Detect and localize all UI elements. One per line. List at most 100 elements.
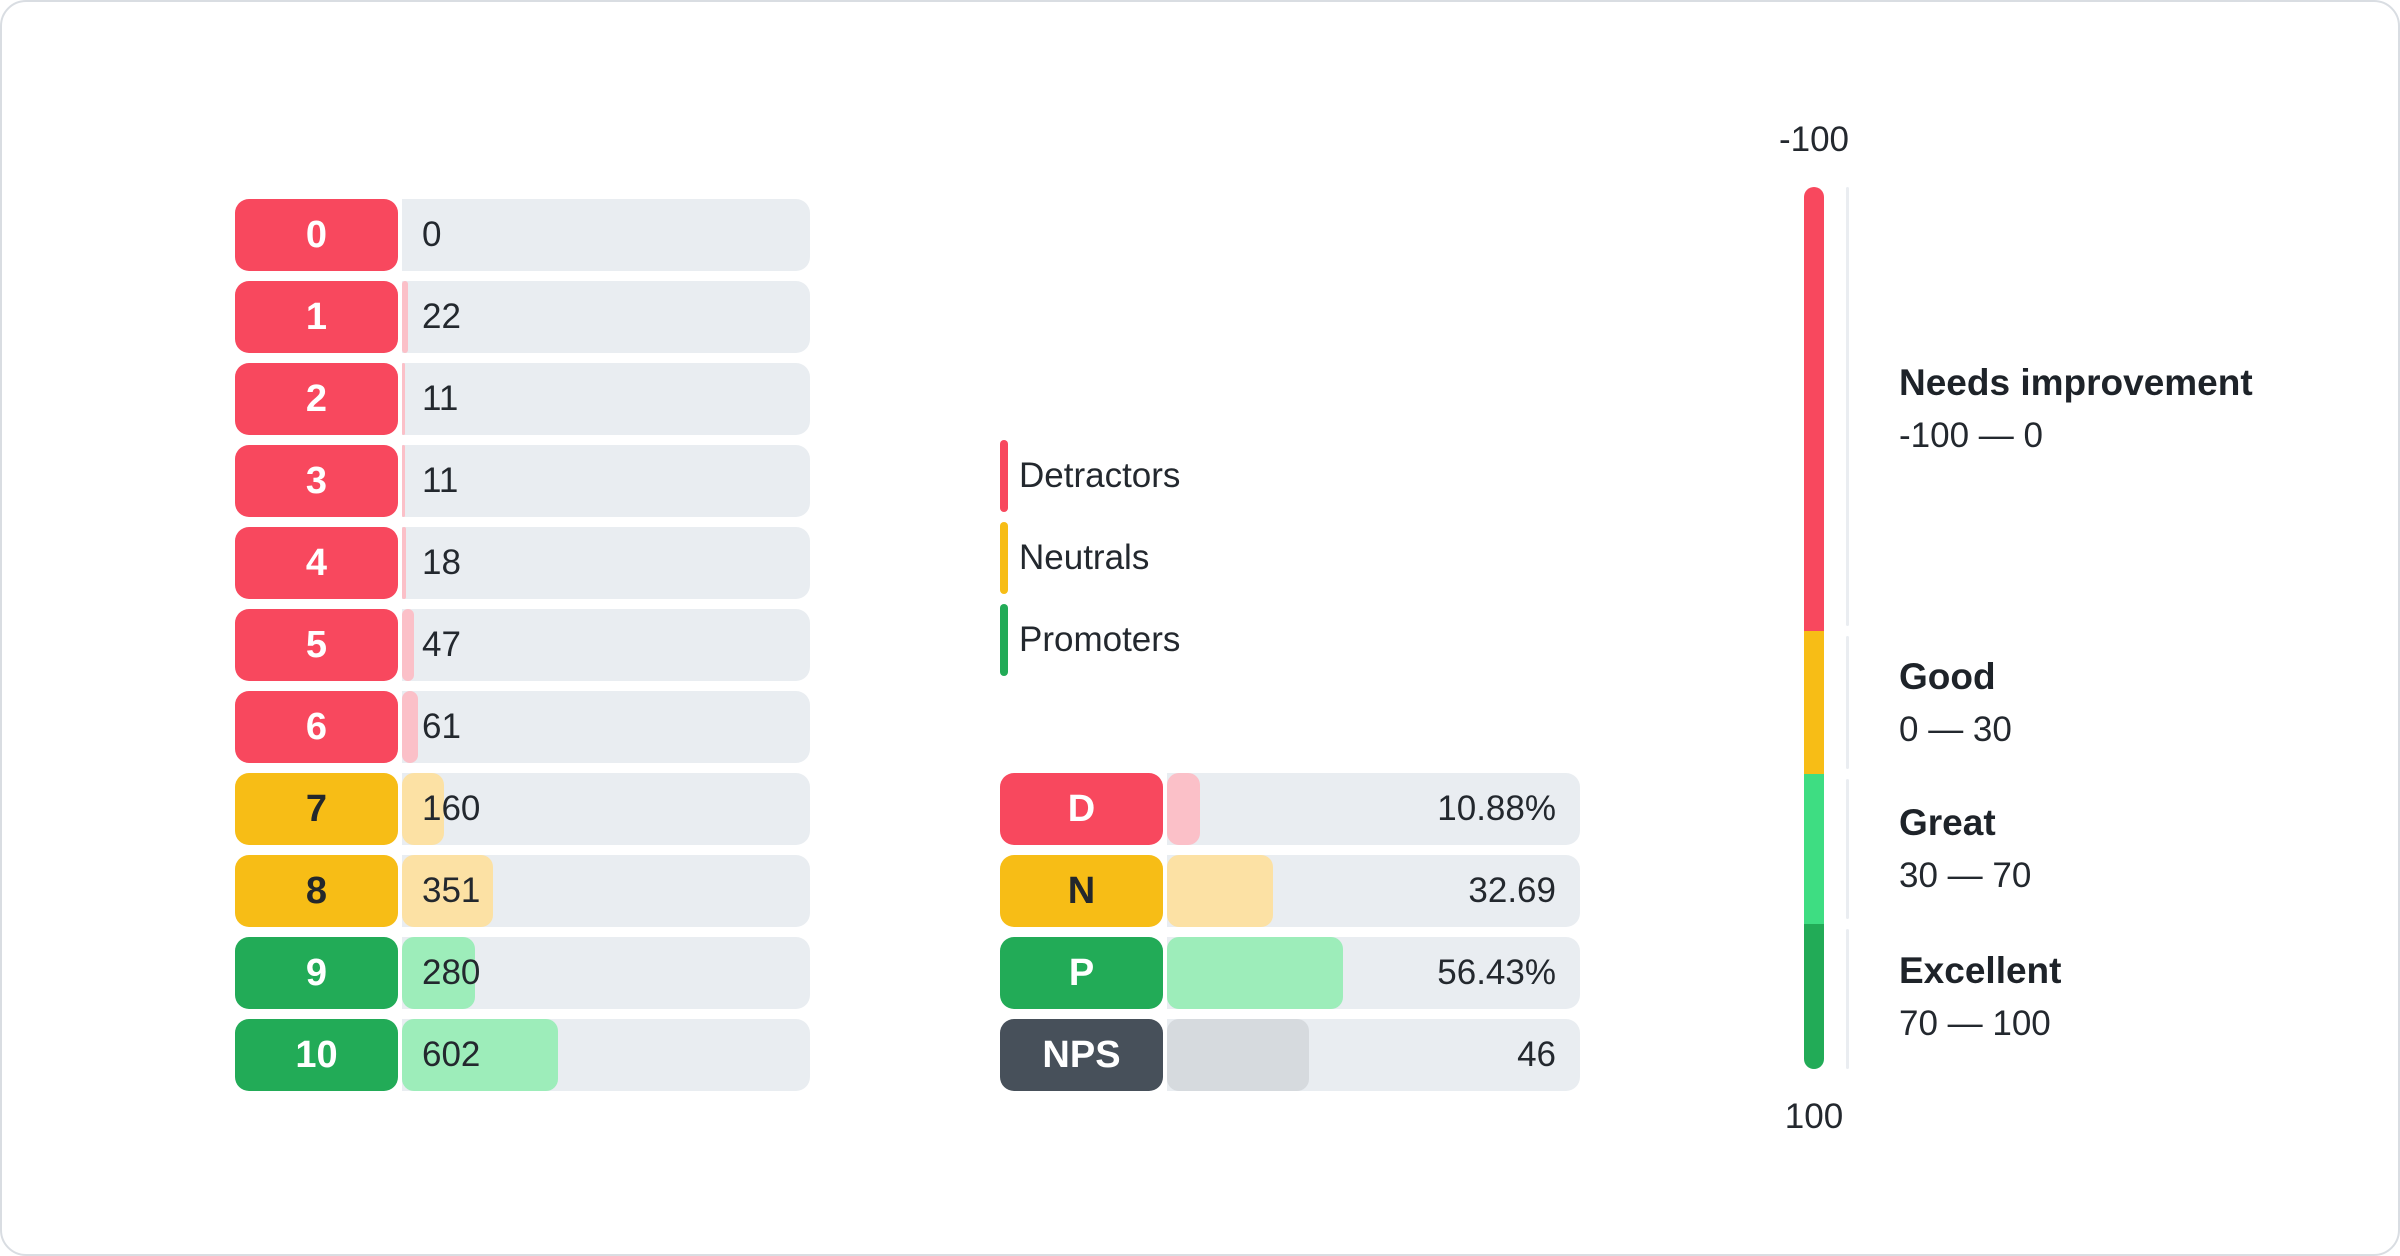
gauge-band-range: 70 — 100 (1899, 1004, 2061, 1044)
group-legend: Detractors Neutrals Promoters (1000, 440, 1180, 686)
legend-item: Promoters (1000, 604, 1180, 676)
score-track: 0 (402, 199, 810, 271)
summary-row: NPS 46 (1000, 1019, 1580, 1091)
score-track: 18 (402, 527, 810, 599)
score-row: 2 11 (235, 363, 810, 435)
score-fill-bar (402, 281, 408, 353)
score-count: 61 (422, 707, 461, 747)
gauge-bar (1804, 187, 1824, 1069)
score-fill-bar (402, 363, 405, 435)
score-row: 3 11 (235, 445, 810, 517)
gauge-rail-segment (1846, 187, 1849, 626)
gauge-band-title: Great (1899, 802, 2031, 844)
nps-report-card: 0 0 1 22 2 11 3 11 4 18 5 47 (0, 0, 2400, 1256)
legend-color-tick (1000, 522, 1008, 594)
score-count: 11 (422, 379, 458, 419)
summary-track: 10.88% (1167, 773, 1580, 845)
legend-label: Promoters (1019, 620, 1180, 660)
score-count: 18 (422, 543, 461, 583)
summary-value: 10.88% (1437, 789, 1556, 829)
legend-label: Detractors (1019, 456, 1180, 496)
gauge-segment (1804, 631, 1824, 775)
score-track: 22 (402, 281, 810, 353)
gauge-segment (1804, 774, 1824, 924)
score-track: 11 (402, 363, 810, 435)
summary-fill-bar (1167, 855, 1273, 927)
gauge-band-group: Good 0 — 30 (1899, 656, 2012, 750)
legend-label: Neutrals (1019, 538, 1149, 578)
gauge-band-title: Good (1899, 656, 2012, 698)
score-count: 11 (422, 461, 458, 501)
score-count: 22 (422, 297, 461, 337)
summary-badge: NPS (1000, 1019, 1163, 1091)
score-row: 0 0 (235, 199, 810, 271)
gauge-band-group: Great 30 — 70 (1899, 802, 2031, 896)
legend-item: Detractors (1000, 440, 1180, 512)
score-count: 602 (422, 1035, 480, 1075)
gauge-band-title: Excellent (1899, 950, 2061, 992)
score-row: 10 602 (235, 1019, 810, 1091)
score-track: 61 (402, 691, 810, 763)
summary-row: P 56.43% (1000, 937, 1580, 1009)
score-row: 9 280 (235, 937, 810, 1009)
summary-fill-bar (1167, 773, 1200, 845)
score-badge: 7 (235, 773, 398, 845)
score-count: 47 (422, 625, 461, 665)
score-row: 1 22 (235, 281, 810, 353)
score-track: 47 (402, 609, 810, 681)
gauge-segment (1804, 187, 1824, 631)
score-track: 351 (402, 855, 810, 927)
score-fill-bar (402, 691, 418, 763)
summary-track: 56.43% (1167, 937, 1580, 1009)
score-row: 7 160 (235, 773, 810, 845)
gauge-rail-segment (1846, 929, 1849, 1069)
gauge-rail-segment (1846, 636, 1849, 770)
score-fill-bar (402, 445, 405, 517)
score-badge: 1 (235, 281, 398, 353)
score-track: 160 (402, 773, 810, 845)
summary-value: 46 (1517, 1035, 1556, 1075)
score-count: 160 (422, 789, 480, 829)
score-count: 351 (422, 871, 480, 911)
score-badge: 0 (235, 199, 398, 271)
score-track: 602 (402, 1019, 810, 1091)
summary-fill-bar (1167, 937, 1343, 1009)
gauge-segment (1804, 924, 1824, 1069)
summary-fill-bar (1167, 1019, 1309, 1091)
score-badge: 5 (235, 609, 398, 681)
summary-value: 56.43% (1437, 953, 1556, 993)
score-badge: 10 (235, 1019, 398, 1091)
score-badge: 2 (235, 363, 398, 435)
legend-color-tick (1000, 440, 1008, 512)
gauge-band-range: 30 — 70 (1899, 856, 2031, 896)
score-distribution-chart: 0 0 1 22 2 11 3 11 4 18 5 47 (235, 199, 810, 1101)
score-badge: 3 (235, 445, 398, 517)
score-count: 280 (422, 953, 480, 993)
gauge-band-range: 0 — 30 (1899, 710, 2012, 750)
summary-row: D 10.88% (1000, 773, 1580, 845)
summary-row: N 32.69 (1000, 855, 1580, 927)
nps-summary-chart: D 10.88% N 32.69 P 56.43% NPS 46 (1000, 773, 1580, 1101)
gauge-max-label: 100 (1754, 1097, 1874, 1137)
legend-item: Neutrals (1000, 522, 1180, 594)
score-badge: 9 (235, 937, 398, 1009)
score-fill-bar (402, 527, 406, 599)
score-row: 5 47 (235, 609, 810, 681)
gauge-band-group: Needs improvement -100 — 0 (1899, 362, 2253, 456)
score-row: 4 18 (235, 527, 810, 599)
gauge-min-label: -100 (1754, 120, 1874, 160)
score-row: 8 351 (235, 855, 810, 927)
summary-value: 32.69 (1468, 871, 1556, 911)
summary-badge: D (1000, 773, 1163, 845)
gauge-band-group: Excellent 70 — 100 (1899, 950, 2061, 1044)
score-count: 0 (422, 215, 441, 255)
summary-track: 46 (1167, 1019, 1580, 1091)
gauge-band-title: Needs improvement (1899, 362, 2253, 404)
score-badge: 6 (235, 691, 398, 763)
score-badge: 4 (235, 527, 398, 599)
score-track: 280 (402, 937, 810, 1009)
score-row: 6 61 (235, 691, 810, 763)
legend-color-tick (1000, 604, 1008, 676)
summary-badge: P (1000, 937, 1163, 1009)
score-track: 11 (402, 445, 810, 517)
